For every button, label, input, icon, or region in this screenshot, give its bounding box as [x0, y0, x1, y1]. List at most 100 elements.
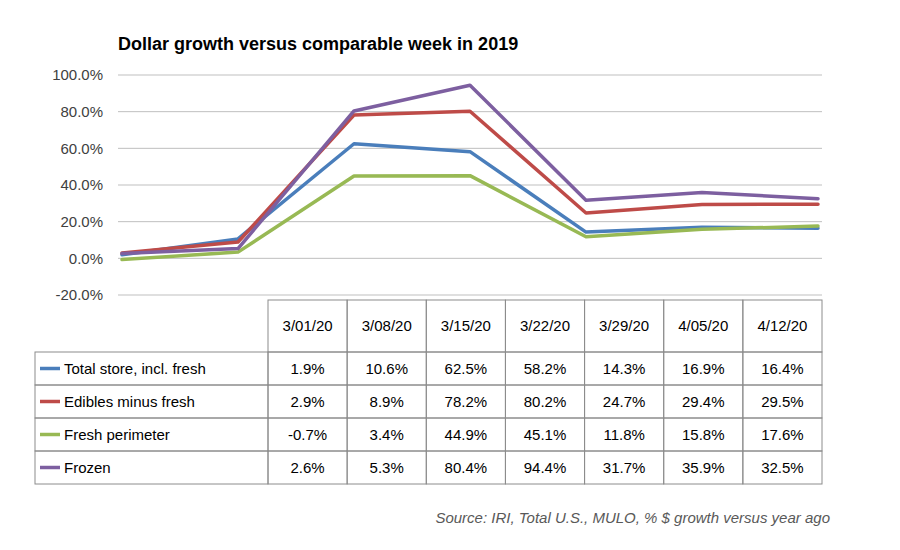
data-label: 94.4% [524, 459, 567, 476]
table-cell [347, 300, 426, 352]
table-cell [743, 352, 822, 385]
data-label: 80.4% [445, 459, 488, 476]
data-label: 32.5% [761, 459, 804, 476]
table-cell [35, 352, 268, 385]
data-label: 45.1% [524, 426, 567, 443]
y-tick-label: -20.0% [55, 286, 103, 303]
grid-line [118, 75, 822, 76]
table-cell [347, 418, 426, 451]
series-line [122, 144, 818, 255]
page: {"chart_data": { "type": "line", "title"… [0, 0, 900, 550]
series-line [122, 85, 818, 253]
data-label: 29.5% [761, 393, 804, 410]
table-cell [585, 300, 664, 352]
table-cell [268, 385, 347, 418]
table-cell [35, 451, 268, 484]
table-cell [585, 385, 664, 418]
table-cell [743, 385, 822, 418]
table-cell [505, 451, 584, 484]
data-label: 29.4% [682, 393, 725, 410]
chart: Dollar growth versus comparable week in … [0, 0, 900, 550]
y-tick-label: 80.0% [60, 103, 103, 120]
legend-swatch [40, 400, 60, 404]
legend-label: Frozen [64, 459, 111, 476]
y-tick-label: 60.0% [60, 140, 103, 157]
legend-swatch [40, 367, 60, 371]
table-cell [505, 300, 584, 352]
data-label: 5.3% [370, 459, 404, 476]
table-cell [505, 385, 584, 418]
grid [118, 75, 822, 295]
y-tick-label: 40.0% [60, 176, 103, 193]
data-label: 24.7% [603, 393, 646, 410]
grid-line [118, 295, 822, 296]
table-cell [505, 352, 584, 385]
table-cell [743, 300, 822, 352]
x-tick-label: 3/01/20 [283, 317, 333, 334]
data-label: 2.6% [290, 459, 324, 476]
grid-line [118, 148, 822, 149]
table-cell [426, 418, 505, 451]
data-label: 62.5% [445, 360, 488, 377]
table-cell [664, 451, 743, 484]
table-cell [664, 300, 743, 352]
grid-line [118, 185, 822, 186]
data-label: 15.8% [682, 426, 725, 443]
data-table: 3/01/203/08/203/15/203/22/203/29/204/05/… [35, 300, 822, 484]
series-lines [122, 85, 818, 259]
table-cell [585, 352, 664, 385]
grid-line [118, 258, 822, 259]
x-tick-label: 3/15/20 [441, 317, 491, 334]
data-label: 16.9% [682, 360, 725, 377]
data-label: 58.2% [524, 360, 567, 377]
data-label: 2.9% [290, 393, 324, 410]
table-cell [347, 451, 426, 484]
y-tick-label: 0.0% [69, 250, 103, 267]
data-label: 78.2% [445, 393, 488, 410]
table-cell [347, 385, 426, 418]
legend-label: Total store, incl. fresh [64, 360, 206, 377]
table-cell [664, 385, 743, 418]
legend-swatch [40, 466, 60, 470]
data-label: 8.9% [370, 393, 404, 410]
data-label: 11.8% [603, 426, 644, 443]
table-cell [664, 418, 743, 451]
x-tick-label: 3/22/20 [520, 317, 570, 334]
table-cell [268, 300, 347, 352]
data-label: 31.7% [603, 459, 646, 476]
data-label: -0.7% [288, 426, 327, 443]
data-label: 14.3% [603, 360, 646, 377]
table-cell [268, 418, 347, 451]
data-label: 17.6% [761, 426, 804, 443]
table-cell [35, 418, 268, 451]
series-line [122, 176, 818, 260]
data-label: 80.2% [524, 393, 567, 410]
data-label: 35.9% [682, 459, 725, 476]
legend-label: Edibles minus fresh [64, 393, 195, 410]
title: Dollar growth versus comparable week in … [118, 34, 518, 54]
table-cell [426, 300, 505, 352]
table-cell [35, 385, 268, 418]
legend-swatch [40, 433, 60, 437]
y-tick-label: 100.0% [52, 66, 103, 83]
data-label: 1.9% [290, 360, 324, 377]
data-label: 44.9% [445, 426, 488, 443]
table-cell [347, 352, 426, 385]
table-cell [426, 385, 505, 418]
x-tick-label: 4/12/20 [757, 317, 807, 334]
table-cell [743, 451, 822, 484]
table-cell [664, 352, 743, 385]
table-cell [505, 418, 584, 451]
table-cell [268, 352, 347, 385]
table-cell [585, 451, 664, 484]
legend-label: Fresh perimeter [64, 426, 170, 443]
x-tick-label: 3/29/20 [599, 317, 649, 334]
data-label: 3.4% [370, 426, 404, 443]
y-tick-label: 20.0% [60, 213, 103, 230]
source-note: Source: IRI, Total U.S., MULO, % $ growt… [435, 509, 830, 526]
data-label: 16.4% [761, 360, 804, 377]
table-cell [426, 451, 505, 484]
table-cell [585, 418, 664, 451]
x-tick-label: 4/05/20 [678, 317, 728, 334]
background [0, 0, 900, 550]
